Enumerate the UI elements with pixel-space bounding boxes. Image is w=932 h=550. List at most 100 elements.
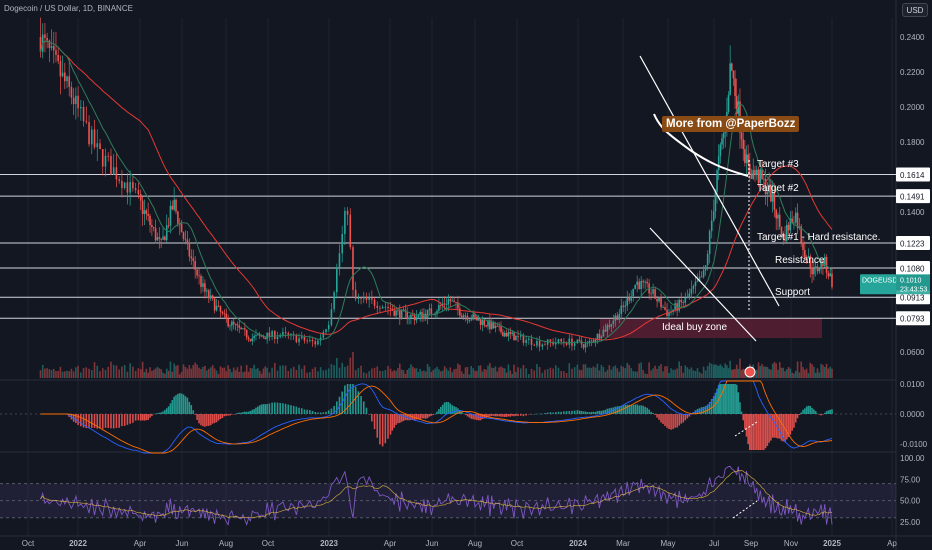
macd-histogram-bar xyxy=(360,395,362,414)
volume-bar xyxy=(158,368,161,378)
volume-bar xyxy=(99,371,101,378)
macd-histogram-bar xyxy=(152,413,155,415)
candle-body xyxy=(411,314,414,316)
candle-body xyxy=(453,300,455,303)
volume-bar xyxy=(612,366,615,378)
macd-histogram-bar xyxy=(215,414,218,423)
volume-bar xyxy=(457,363,459,378)
volume-bar xyxy=(149,367,151,378)
volume-bar xyxy=(156,366,159,378)
macd-histogram-bar xyxy=(708,402,711,414)
currency-button[interactable]: USD xyxy=(902,3,928,17)
macd-histogram-bar xyxy=(802,409,804,414)
candle-body xyxy=(64,72,66,82)
macd-histogram-bar xyxy=(149,414,151,418)
macd-histogram-bar xyxy=(196,414,198,420)
macd-histogram-bar xyxy=(596,411,599,414)
macd-histogram-bar xyxy=(565,411,568,414)
macd-histogram-bar xyxy=(169,403,172,414)
volume-bar xyxy=(650,370,652,378)
macd-histogram-bar xyxy=(714,392,717,414)
volume-bar xyxy=(330,364,333,378)
candle-body xyxy=(678,299,680,311)
candle-body xyxy=(110,156,112,175)
candle-body xyxy=(365,297,368,300)
volume-bar xyxy=(680,365,683,378)
candle-body xyxy=(70,86,73,98)
macd-histogram-bar xyxy=(162,411,164,414)
candle-body xyxy=(400,309,403,319)
candle-body xyxy=(811,269,813,275)
time-tick-label: Apr xyxy=(384,539,397,548)
candle-body xyxy=(182,232,185,239)
candle-body xyxy=(175,199,177,212)
short-ma-line xyxy=(40,40,833,344)
macd-histogram-bar xyxy=(354,386,357,414)
macd-histogram-bar xyxy=(112,414,115,429)
candle-body xyxy=(317,340,319,345)
volume-bar xyxy=(721,366,723,378)
volume-bar xyxy=(93,362,96,378)
volume-bar xyxy=(727,368,730,378)
macd-histogram-bar xyxy=(492,414,495,416)
volume-bar xyxy=(202,366,204,378)
rsi-tick-label: 50.00 xyxy=(900,497,921,506)
promo-banner[interactable]: More from @PaperBozz xyxy=(662,116,800,132)
candle-body xyxy=(360,297,362,299)
candle-body xyxy=(202,283,204,287)
macd-histogram-bar xyxy=(674,414,676,428)
macd-histogram-bar xyxy=(451,405,454,414)
macd-histogram-bar xyxy=(644,406,646,414)
macd-histogram-bar xyxy=(640,405,642,414)
volume-bar xyxy=(88,368,90,378)
volume-bar xyxy=(737,368,740,378)
candle-body xyxy=(143,210,146,214)
candle-body xyxy=(662,307,664,308)
macd-histogram-bar xyxy=(232,414,235,415)
candle-body xyxy=(245,329,248,338)
volume-bar xyxy=(336,358,338,378)
macd-histogram-bar xyxy=(791,414,793,431)
macd-histogram-bar xyxy=(578,410,581,414)
macd-histogram-bar xyxy=(722,384,725,414)
macd-histogram-bar xyxy=(206,414,208,427)
volume-bar xyxy=(459,364,461,378)
macd-histogram-bar xyxy=(582,411,585,414)
macd-histogram-bar xyxy=(82,414,85,428)
volume-bar xyxy=(381,370,384,378)
macd-histogram-bar xyxy=(253,409,255,414)
candle-body xyxy=(791,218,793,223)
volume-bar xyxy=(75,367,77,378)
time-axis[interactable]: Oct 2022 Apr Jun Aug Oct 2023 Apr Jun Aug Oct 2024 M… xyxy=(22,539,898,548)
macd-histogram-bar xyxy=(184,396,187,414)
macd-histogram-bar xyxy=(440,406,442,414)
candle-body xyxy=(536,340,538,346)
candle-body xyxy=(483,320,486,326)
candle-body xyxy=(485,325,487,327)
candle-body xyxy=(325,329,327,333)
volume-bars xyxy=(39,352,833,378)
candle-body xyxy=(333,292,335,310)
volume-bar xyxy=(622,366,625,378)
volume-bar xyxy=(417,371,420,378)
candle-body xyxy=(794,212,797,223)
volume-bar xyxy=(393,370,396,378)
candle-body xyxy=(800,226,802,243)
volume-bar xyxy=(143,372,146,378)
candle-body xyxy=(413,315,416,321)
time-tick-label: Oct xyxy=(22,539,35,548)
macd-histogram-bar xyxy=(811,407,813,414)
macd-histogram-bar xyxy=(525,414,527,416)
macd-histogram-bar xyxy=(227,414,229,416)
macd-histogram-bar xyxy=(729,384,731,414)
price-axis[interactable]: 0.1614 0.1491 0.1223 0.1080 0.0913 0.0793 0.24… xyxy=(860,33,930,357)
volume-bar xyxy=(544,369,546,378)
volume-bar xyxy=(107,366,110,378)
volume-bar xyxy=(571,368,573,378)
candle-body xyxy=(167,225,170,227)
candle-body xyxy=(121,180,123,189)
volume-bar xyxy=(258,370,261,378)
candle-body xyxy=(393,310,396,316)
macd-histogram-bar xyxy=(735,384,738,414)
